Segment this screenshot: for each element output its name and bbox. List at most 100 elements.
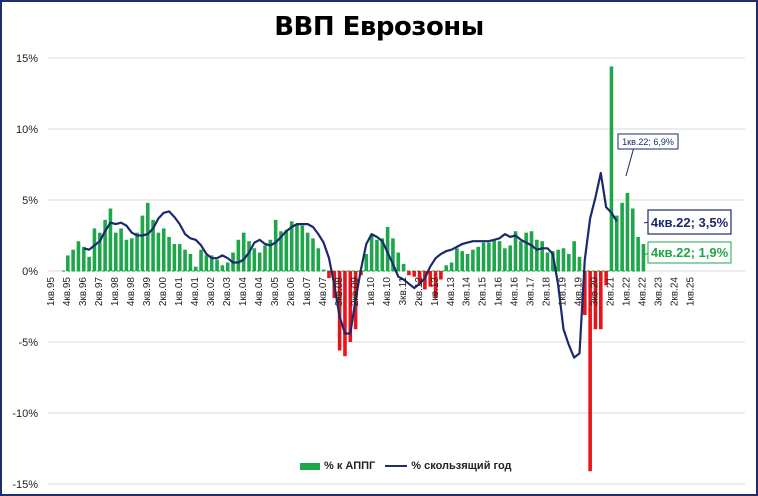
bar (215, 259, 219, 271)
bar (641, 244, 646, 271)
x-tick-label: 4кв.04 (254, 277, 265, 307)
bar (188, 253, 193, 271)
bar (609, 66, 614, 272)
bar (551, 251, 555, 271)
annotation-line-last: 4кв.22; 3,5% (651, 215, 729, 230)
bar (321, 269, 326, 271)
x-tick-label: 3кв.02 (206, 277, 217, 307)
bar (247, 241, 251, 271)
bar (583, 271, 587, 316)
x-tick-label: 3кв.11 (398, 277, 409, 306)
bar (433, 271, 438, 298)
bar (92, 228, 97, 271)
x-tick-label: 1кв.25 (686, 277, 697, 307)
bar (401, 263, 406, 271)
bar (572, 241, 576, 271)
x-tick-label: 3кв.17 (526, 277, 537, 307)
bar (385, 226, 390, 271)
bar (343, 271, 347, 357)
bar (268, 239, 273, 271)
bar (289, 221, 294, 271)
bar (76, 241, 81, 271)
bar (119, 228, 123, 271)
bar (193, 266, 198, 271)
x-tick-label: 2кв.97 (94, 277, 105, 307)
bar (172, 244, 177, 271)
y-tick-label: 5% (22, 195, 38, 207)
bar (492, 239, 496, 271)
x-tick-label: 1кв.10 (366, 277, 377, 307)
x-tick-label: 4кв.01 (190, 277, 201, 307)
bar (465, 253, 470, 271)
bar (481, 242, 486, 271)
bar (311, 238, 315, 271)
bar (513, 231, 518, 271)
bar (129, 238, 134, 271)
bar (545, 252, 550, 271)
y-tick-label: -15% (12, 479, 38, 491)
bar (423, 271, 427, 290)
x-tick-label: 4кв.19 (574, 277, 585, 307)
annotation-box (647, 241, 732, 264)
bar (236, 239, 241, 271)
x-tick-label: 4кв.13 (446, 277, 457, 307)
x-tick-label: 1кв.16 (494, 277, 505, 307)
bar (327, 271, 331, 279)
bar (71, 249, 75, 271)
bar (113, 232, 118, 271)
x-tick-label: 2кв.21 (606, 277, 617, 307)
x-tick-label: 3кв.23 (654, 277, 665, 307)
bar (625, 192, 630, 271)
bar (140, 215, 145, 271)
bar (412, 271, 417, 277)
bar (396, 252, 401, 271)
x-tick-label: 3кв.14 (462, 277, 473, 307)
x-tick-label: 3кв.96 (78, 277, 89, 307)
bar (503, 248, 507, 271)
bar (364, 253, 369, 271)
bar (630, 208, 635, 271)
x-tick-label: 4кв.98 (126, 277, 137, 307)
bar (508, 245, 512, 271)
x-tick-label: 4кв.16 (510, 277, 521, 307)
bar (519, 241, 523, 271)
bar (556, 249, 560, 271)
bar (577, 256, 582, 271)
x-tick-label: 2кв.12 (414, 277, 425, 307)
bar (604, 271, 608, 286)
bar (151, 219, 155, 271)
bar (449, 262, 454, 271)
bar (183, 249, 187, 271)
bar (407, 271, 411, 276)
bar (145, 202, 150, 271)
bar (241, 232, 246, 271)
bar (204, 255, 209, 271)
bar (636, 236, 640, 271)
x-tick-label: 4кв.95 (62, 277, 73, 307)
bar (476, 246, 481, 271)
x-tick-label: 2кв.06 (286, 277, 297, 307)
bar (167, 236, 171, 271)
x-tick-label: 1кв.07 (302, 277, 313, 307)
bar (220, 265, 225, 271)
bar (460, 251, 465, 271)
bar (284, 229, 289, 271)
bar (588, 271, 592, 472)
bar (305, 232, 310, 271)
x-tick-label: 1кв.98 (110, 277, 121, 307)
x-tick-label: 1кв.19 (558, 277, 569, 307)
bar (540, 241, 544, 271)
annotation-box (617, 133, 679, 150)
y-tick-label: 0% (22, 266, 38, 278)
bar (161, 228, 166, 271)
bar (455, 248, 459, 271)
x-tick-label: 1кв.01 (174, 277, 185, 307)
x-tick-label: 4кв.22 (638, 277, 649, 307)
y-tick-label: 10% (16, 124, 38, 136)
bar (273, 219, 278, 271)
bar (87, 256, 91, 271)
bar (66, 255, 70, 271)
bar (300, 225, 305, 271)
bar (471, 249, 475, 271)
